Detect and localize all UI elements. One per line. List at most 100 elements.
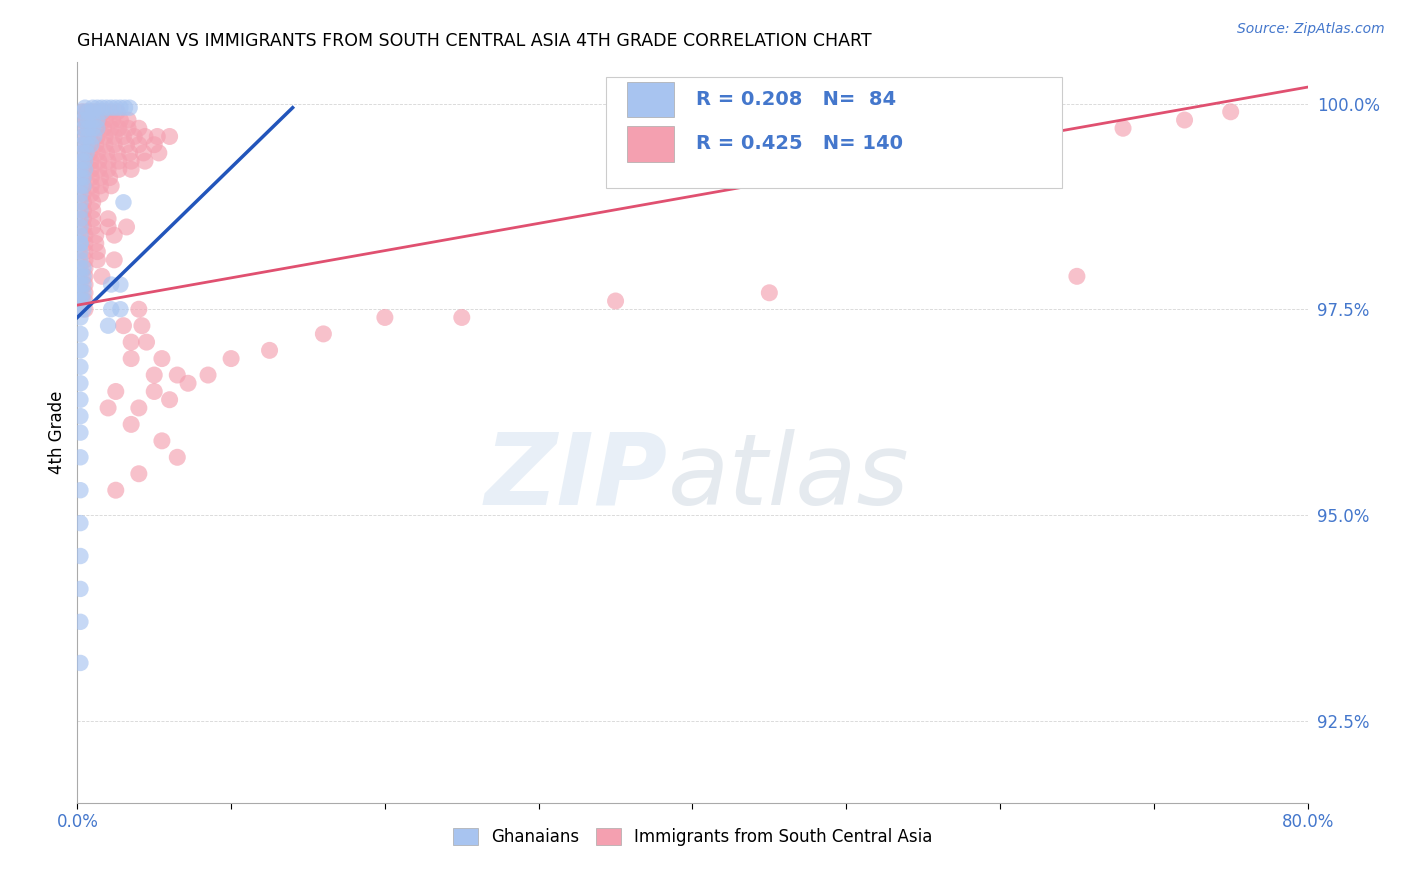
Point bbox=[177, 376, 200, 391]
Point bbox=[105, 145, 128, 160]
Point bbox=[159, 392, 181, 407]
Point bbox=[84, 228, 107, 243]
Point bbox=[104, 384, 127, 399]
Point bbox=[69, 178, 91, 193]
Point bbox=[73, 293, 96, 308]
Text: ZIP: ZIP bbox=[485, 428, 668, 525]
Point bbox=[120, 162, 142, 177]
Point bbox=[69, 483, 91, 498]
Point bbox=[1112, 121, 1135, 136]
Point bbox=[69, 425, 91, 440]
Point bbox=[120, 351, 142, 366]
Point bbox=[82, 113, 104, 128]
Point bbox=[143, 384, 166, 399]
Point bbox=[69, 211, 91, 226]
Point bbox=[87, 154, 110, 169]
Point bbox=[76, 137, 98, 152]
Point bbox=[128, 137, 150, 152]
Point bbox=[72, 137, 94, 152]
Point bbox=[72, 203, 94, 218]
Point bbox=[100, 121, 122, 136]
Point bbox=[72, 211, 94, 226]
Point bbox=[72, 104, 94, 119]
Point bbox=[73, 269, 96, 284]
Point bbox=[69, 656, 91, 670]
Point bbox=[77, 129, 100, 144]
Point bbox=[69, 195, 91, 210]
Point bbox=[134, 154, 156, 169]
Point bbox=[96, 145, 118, 160]
Point bbox=[108, 162, 131, 177]
Text: R = 0.208   N=  84: R = 0.208 N= 84 bbox=[696, 90, 896, 109]
Point bbox=[89, 104, 111, 119]
Point bbox=[110, 113, 132, 128]
Point bbox=[90, 269, 114, 284]
Point bbox=[84, 137, 107, 152]
Point bbox=[100, 178, 122, 193]
Point bbox=[112, 195, 135, 210]
Point bbox=[72, 178, 94, 193]
Point bbox=[69, 170, 91, 185]
Point bbox=[112, 129, 135, 144]
Point bbox=[605, 293, 627, 308]
Point bbox=[90, 101, 114, 115]
Point bbox=[69, 219, 91, 234]
Point bbox=[72, 219, 94, 234]
Point bbox=[69, 409, 91, 424]
Point bbox=[166, 450, 188, 465]
Point bbox=[69, 187, 91, 202]
Point bbox=[86, 145, 108, 160]
Point bbox=[100, 302, 122, 317]
Point bbox=[72, 195, 94, 210]
Point bbox=[73, 154, 96, 169]
Point bbox=[84, 236, 107, 251]
Point bbox=[1219, 104, 1241, 119]
Point bbox=[72, 113, 94, 128]
Point bbox=[69, 359, 91, 374]
Point bbox=[94, 129, 117, 144]
Point bbox=[72, 261, 94, 276]
Point bbox=[69, 162, 91, 177]
Point bbox=[104, 483, 127, 498]
Point bbox=[128, 302, 150, 317]
Point bbox=[103, 129, 125, 144]
Point bbox=[94, 137, 117, 152]
Point bbox=[108, 121, 131, 136]
Point bbox=[100, 101, 122, 115]
Point bbox=[77, 104, 100, 119]
Point bbox=[69, 376, 91, 391]
Point bbox=[69, 277, 91, 292]
Point bbox=[80, 104, 103, 119]
Point bbox=[143, 137, 166, 152]
Point bbox=[70, 113, 93, 128]
Text: atlas: atlas bbox=[668, 428, 910, 525]
Point bbox=[110, 101, 132, 115]
Point bbox=[72, 129, 94, 144]
Point bbox=[69, 549, 91, 563]
Point bbox=[69, 269, 91, 284]
Point bbox=[72, 145, 94, 160]
Point bbox=[80, 137, 103, 152]
Point bbox=[143, 368, 166, 382]
Point bbox=[69, 236, 91, 251]
Point bbox=[84, 121, 107, 136]
Point bbox=[150, 434, 173, 448]
Point bbox=[117, 113, 139, 128]
Point bbox=[69, 236, 91, 251]
Point bbox=[82, 203, 104, 218]
Point bbox=[97, 318, 120, 333]
Point bbox=[97, 211, 120, 226]
Point bbox=[70, 154, 93, 169]
Point bbox=[72, 178, 94, 193]
Point bbox=[73, 302, 96, 317]
Point bbox=[69, 582, 91, 596]
Point bbox=[69, 450, 91, 465]
Point bbox=[86, 252, 108, 267]
Point bbox=[69, 302, 91, 317]
Point bbox=[197, 368, 219, 382]
Point bbox=[83, 129, 105, 144]
Point bbox=[79, 145, 101, 160]
Point bbox=[73, 236, 96, 251]
Point bbox=[146, 129, 169, 144]
Point bbox=[128, 467, 150, 481]
